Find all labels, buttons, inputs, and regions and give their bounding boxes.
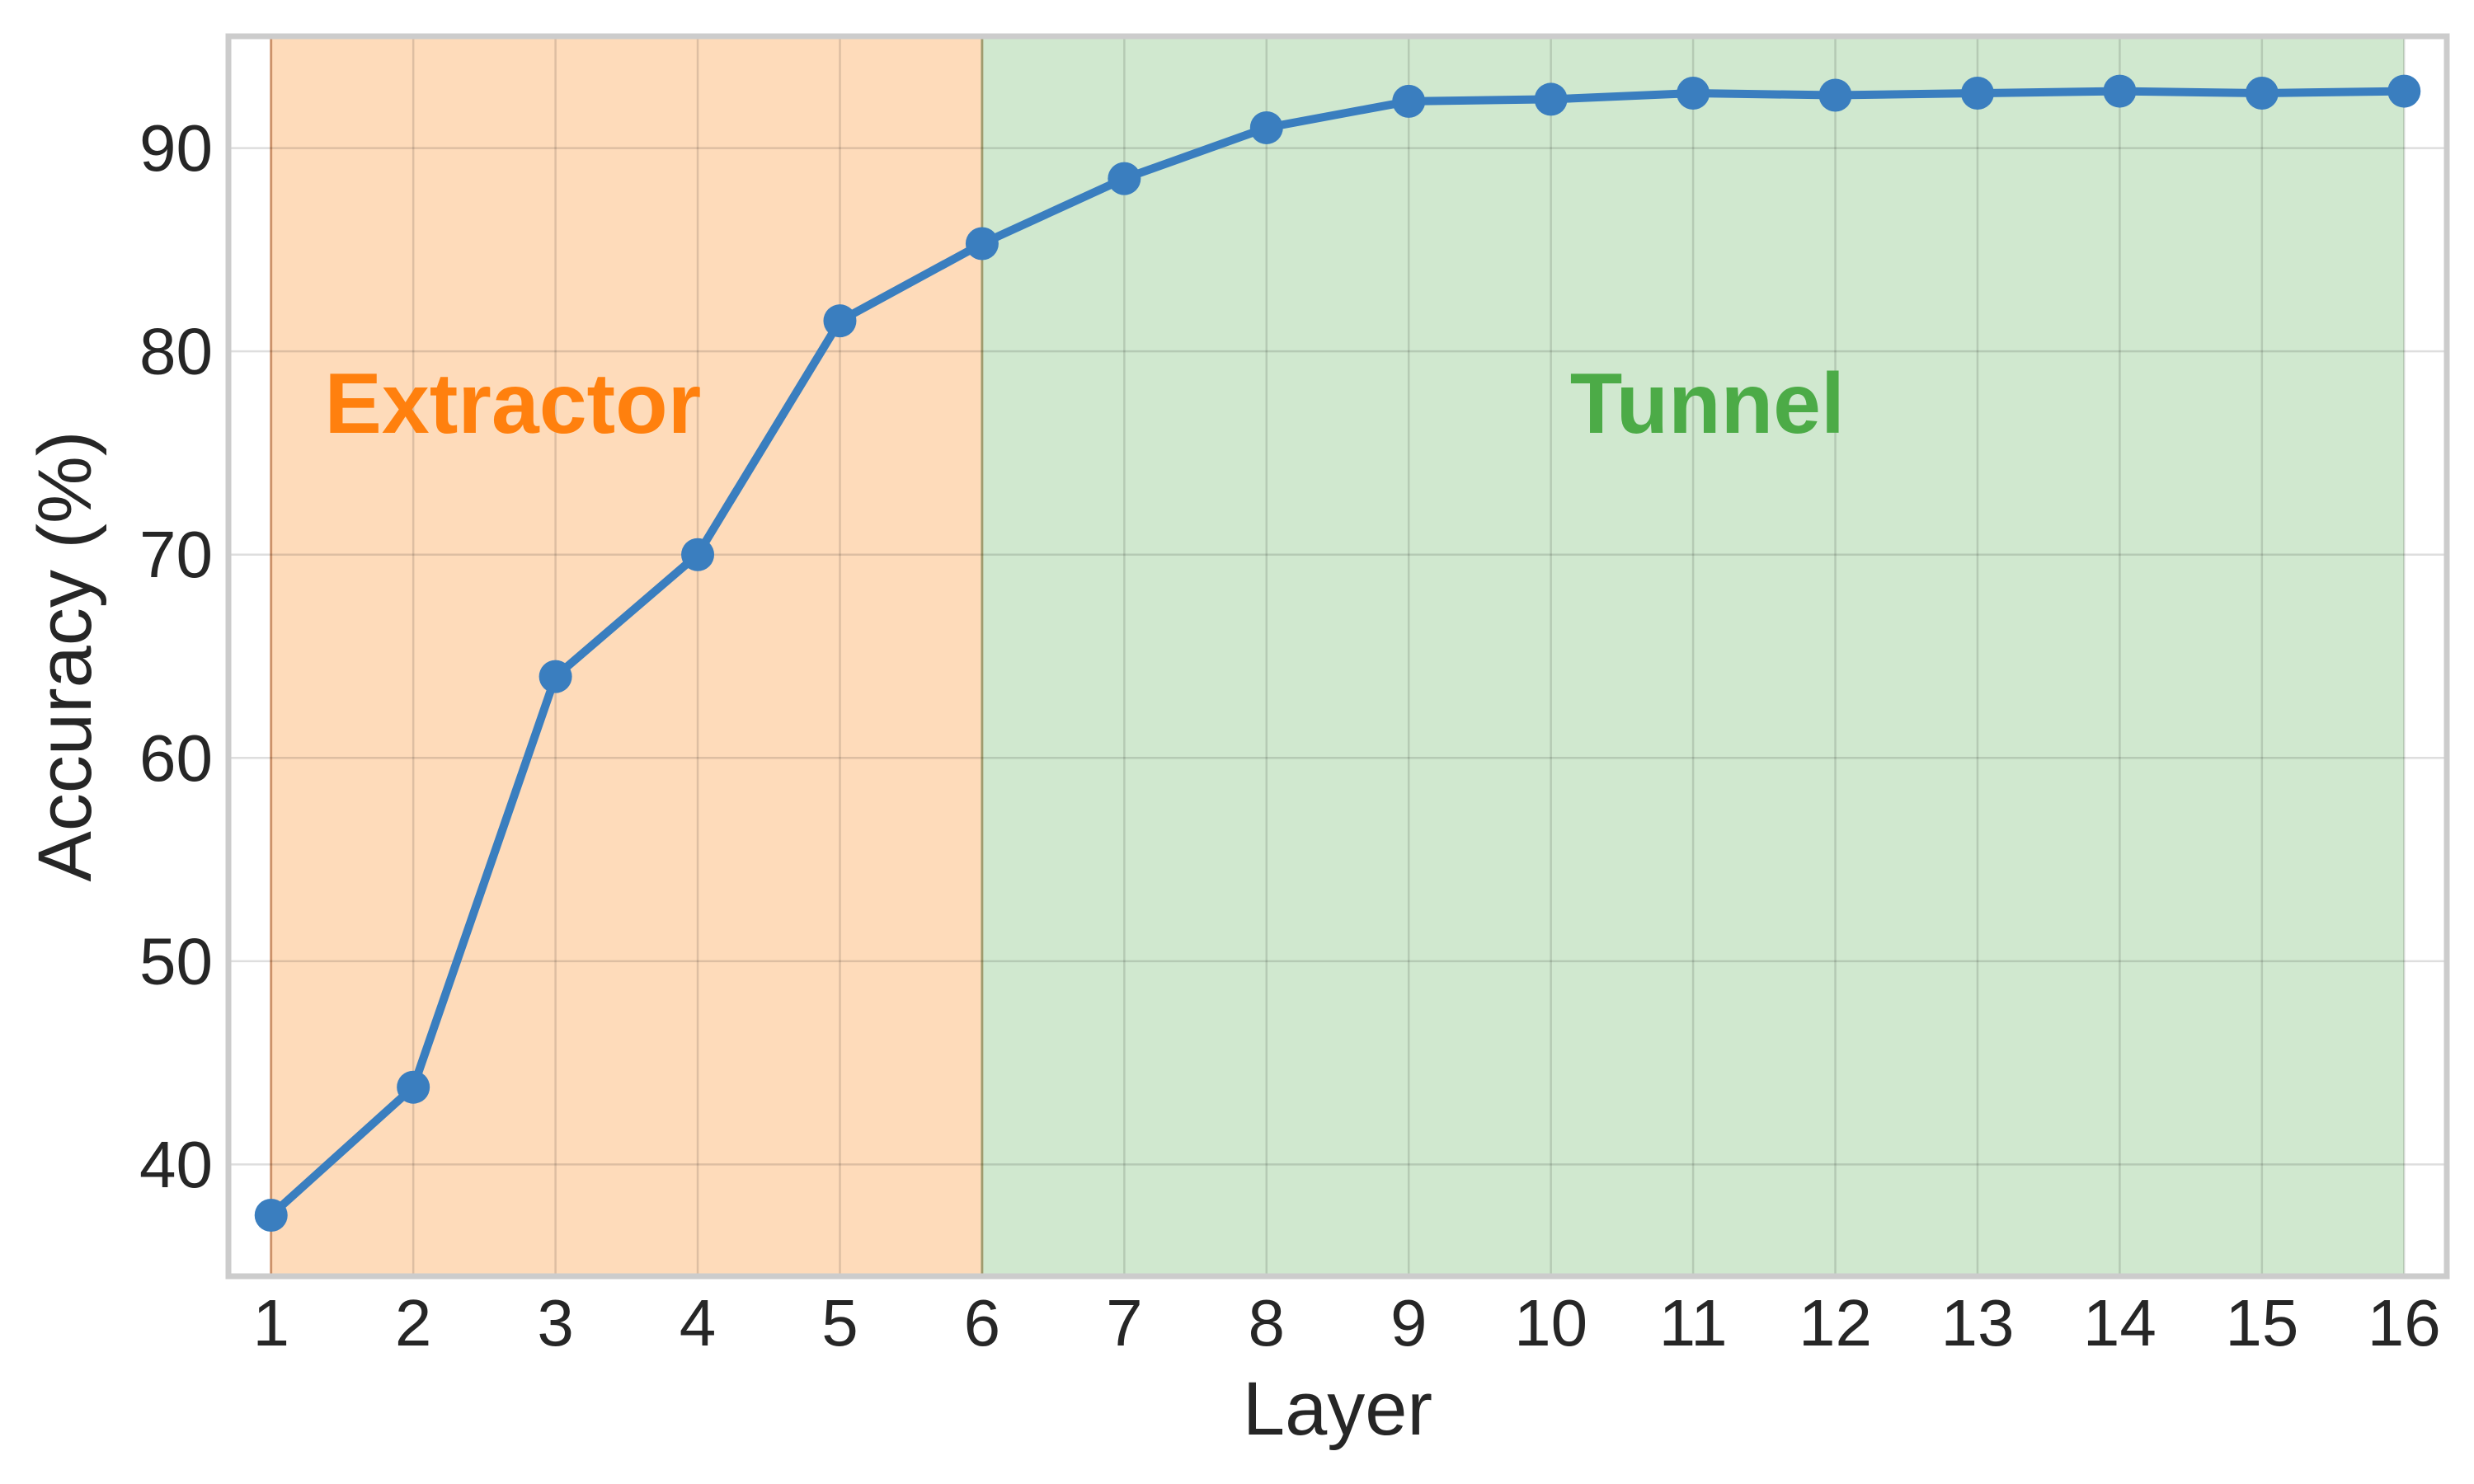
x-tick-label: 4: [680, 1286, 717, 1360]
x-tick-label: 7: [1106, 1286, 1143, 1360]
data-point-layer-10: [1534, 82, 1568, 116]
x-axis-title: Layer: [1243, 1367, 1432, 1451]
series-line: [266, 87, 2409, 1220]
plot-frame: [225, 33, 2450, 1280]
data-point-layer-16: [2387, 74, 2421, 108]
data-point-layer-15: [2245, 77, 2279, 110]
region-band-tunnel: [981, 36, 2405, 1276]
y-tick-label: 40: [139, 1128, 213, 1201]
data-point-layer-11: [1677, 77, 1710, 110]
region-bands: [270, 36, 2405, 1276]
data-point-layer-5: [823, 304, 857, 338]
data-point-layer-4: [681, 538, 715, 571]
x-tick-label: 14: [2083, 1286, 2157, 1360]
data-point-layer-8: [1249, 110, 1283, 144]
data-point-layer-13: [1960, 77, 1994, 110]
x-tick-label: 10: [1514, 1286, 1587, 1360]
x-tick-label: 8: [1249, 1286, 1286, 1360]
data-point-layer-2: [397, 1070, 430, 1104]
y-tick-label: 70: [139, 518, 213, 591]
x-tick-label: 2: [395, 1286, 432, 1360]
x-tick-label: 15: [2225, 1286, 2298, 1360]
x-tick-label: 1: [252, 1286, 289, 1360]
y-tick-label: 50: [139, 924, 213, 998]
data-point-layer-12: [1818, 78, 1852, 112]
x-tick-label: 12: [1799, 1286, 1872, 1360]
x-tick-label: 11: [1659, 1286, 1728, 1360]
data-point-layer-7: [1108, 162, 1141, 195]
data-point-layer-3: [539, 660, 572, 693]
x-tick-label: 3: [537, 1286, 574, 1360]
y-axis-title: Accuracy (%): [23, 431, 107, 882]
x-tick-labels: 1 2 3 4 5 6 7 8 9 10 11 12 13 14 15 16: [252, 1286, 2440, 1360]
x-tick-label: 6: [964, 1286, 1001, 1360]
region-label-extractor: Extractor: [325, 356, 702, 452]
y-tick-label: 80: [139, 315, 213, 388]
data-point-layer-9: [1392, 84, 1426, 118]
series-layer: [254, 74, 2421, 1233]
y-tick-labels: 40 50 60 70 80 90: [139, 111, 213, 1201]
region-labels: Extractor Tunnel: [325, 356, 1845, 452]
data-point-layer-6: [965, 227, 999, 261]
data-point-layer-1: [254, 1199, 288, 1233]
data-point-layer-14: [2103, 74, 2137, 108]
region-band-extractor: [270, 36, 982, 1276]
x-tick-label: 5: [821, 1286, 858, 1360]
x-tick-label: 9: [1390, 1286, 1427, 1360]
gridlines: [228, 36, 2447, 1276]
y-tick-label: 90: [139, 111, 213, 185]
x-tick-label: 13: [1940, 1286, 2014, 1360]
y-tick-label: 60: [139, 721, 213, 795]
region-label-tunnel: Tunnel: [1570, 356, 1845, 452]
x-tick-label: 16: [2368, 1286, 2441, 1360]
